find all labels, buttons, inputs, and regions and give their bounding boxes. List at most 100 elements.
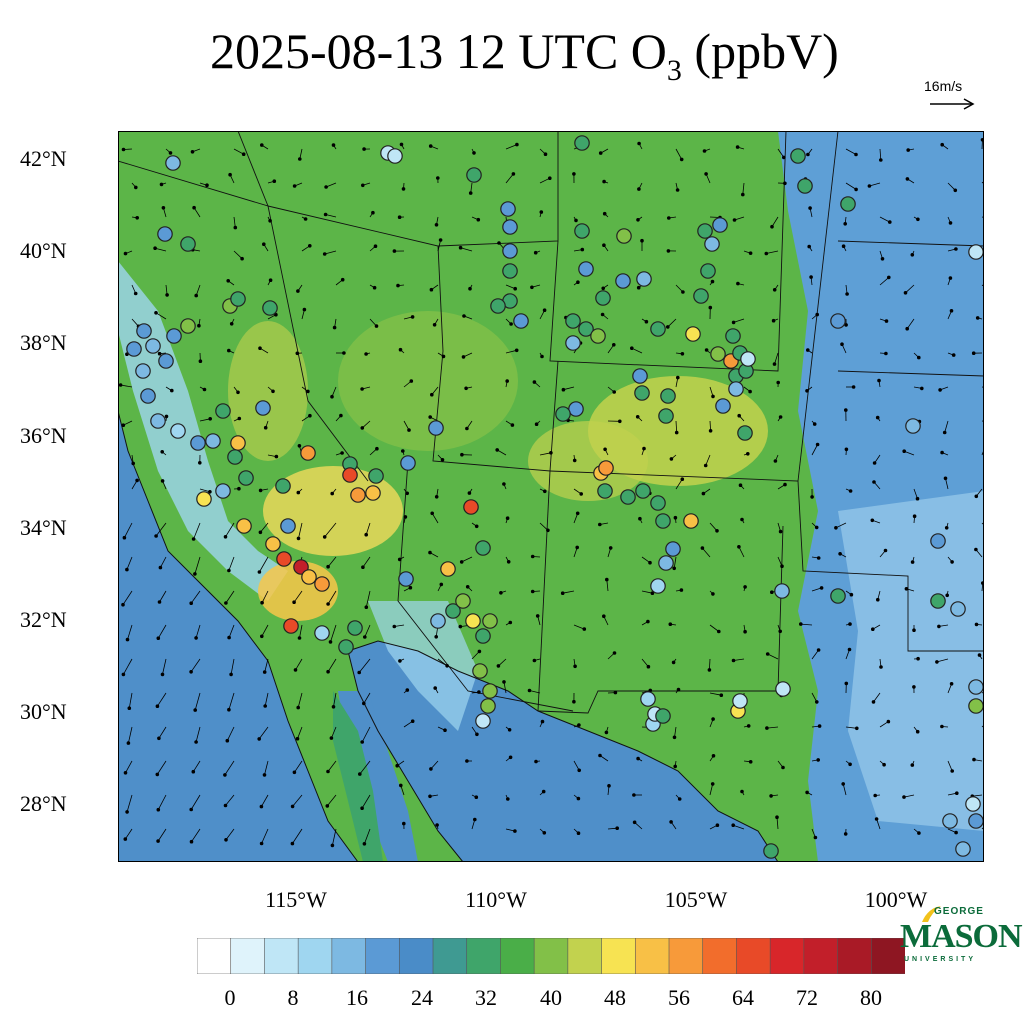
wind-arrow-head (397, 215, 402, 219)
wind-arrow (539, 452, 551, 456)
monitoring-site-marker (715, 398, 731, 414)
wind-arrow-head (194, 740, 198, 744)
wind-arrow-head (398, 783, 403, 788)
wind-arrow-head (375, 446, 379, 451)
wind-arrow-head (296, 289, 300, 293)
monitoring-site-marker (650, 321, 666, 337)
wind-arrow (675, 420, 678, 433)
wind-arrow-head (601, 286, 606, 291)
monitoring-site-marker (135, 363, 151, 379)
wind-arrow-head (208, 489, 212, 494)
monitoring-site-marker (180, 318, 196, 334)
wind-arrow (936, 658, 949, 663)
wind-arrow-head (977, 653, 982, 657)
state-borders (118, 131, 984, 714)
wind-arrow-head (648, 560, 652, 565)
monitoring-site-marker (658, 408, 674, 424)
logo-swoosh-icon (922, 906, 941, 922)
wind-arrow (228, 556, 235, 571)
map-frame (118, 131, 984, 862)
ozone-map (118, 131, 984, 862)
wind-arrow-head (401, 187, 406, 191)
wind-arrow (733, 318, 745, 323)
wind-arrow-head (295, 736, 300, 741)
logo-line3: UNIVERSITY (904, 956, 977, 963)
wind-arrow-head (330, 491, 335, 496)
wind-arrow (194, 692, 201, 711)
wind-arrow-head (477, 690, 481, 694)
monitoring-site-marker (238, 470, 254, 486)
monitoring-site-marker (595, 290, 611, 306)
wind-arrow (437, 239, 441, 252)
wind-arrow-head (194, 293, 198, 298)
wind-arrow-head (467, 491, 472, 495)
wind-arrow (228, 692, 235, 710)
four-corners-high (528, 421, 648, 501)
wind-arrow-head (131, 461, 136, 466)
monitoring-sites (126, 135, 984, 859)
wind-arrow-head (440, 457, 445, 462)
wind-arrow (709, 783, 714, 796)
wind-arrow-head (579, 492, 584, 496)
wind-arrow-head (681, 290, 685, 294)
wind-arrow-head (326, 564, 330, 569)
baja-peninsula (333, 691, 383, 862)
wind-arrow-head (715, 823, 720, 827)
monitoring-site-marker (650, 495, 666, 511)
wind-arrow-head (161, 206, 166, 210)
monitoring-site-marker (365, 485, 381, 501)
monitoring-site-marker (693, 288, 709, 304)
wind-arrow-head (513, 286, 518, 291)
wind-arrow-head (731, 658, 736, 663)
wind-arrow-head (872, 461, 877, 465)
wind-arrow (297, 692, 303, 708)
wind-arrow-head (157, 736, 161, 741)
wind-arrow-head (499, 590, 503, 595)
colorbar-label-48: 48 (604, 985, 626, 1010)
wind-arrow-head (838, 551, 842, 556)
wind-arrow (945, 478, 949, 490)
wind-arrow-head (223, 803, 228, 808)
wind-arrow-head (776, 380, 780, 385)
monitoring-site-marker (660, 388, 676, 404)
wind-arrow-head (374, 324, 379, 328)
wind-arrow-head (331, 704, 336, 709)
wind-arrow-head (872, 480, 876, 484)
wind-arrow-head (847, 647, 852, 652)
wind-arrow-head (546, 528, 550, 533)
logo-line2: MASON (900, 918, 1023, 955)
wind-arrow-head (241, 152, 246, 157)
wind-arrow-head (428, 550, 432, 555)
monitoring-site-marker (170, 423, 186, 439)
wind-arrow-head (465, 759, 469, 763)
wind-arrow-head (971, 351, 976, 356)
wind-arrow-head (405, 491, 410, 496)
utah-high (338, 311, 518, 451)
wind-arrow-head (808, 206, 812, 210)
wind-arrow (364, 828, 371, 844)
wind-arrow-head (745, 451, 750, 456)
wind-arrow-head (974, 494, 979, 499)
wind-arrow-head (953, 188, 958, 193)
wind-arrow (191, 828, 201, 842)
wind-arrow-head (271, 389, 275, 394)
wind-arrow-head (462, 314, 466, 318)
wind-arrow-head (887, 220, 892, 224)
wind-arrow-head (297, 443, 302, 448)
monitoring-site-marker (797, 178, 813, 194)
wind-arrow (327, 658, 337, 672)
lat-label-30: 30°N (20, 699, 67, 724)
wind-arrow-head (903, 291, 908, 295)
wind-arrow-head (902, 449, 906, 454)
wind-arrow-head (577, 768, 582, 773)
wind-arrow (190, 590, 201, 604)
wind-arrow-head (502, 482, 506, 486)
monitoring-site-marker (650, 578, 666, 594)
wind-arrow (260, 522, 269, 533)
wind-arrow-head (532, 380, 537, 384)
wind-arrow-head (227, 348, 231, 353)
wind-arrow-head (878, 158, 883, 162)
wind-arrow-head (669, 820, 673, 824)
wind-arrow (226, 726, 235, 741)
wind-arrow-head (715, 528, 719, 533)
